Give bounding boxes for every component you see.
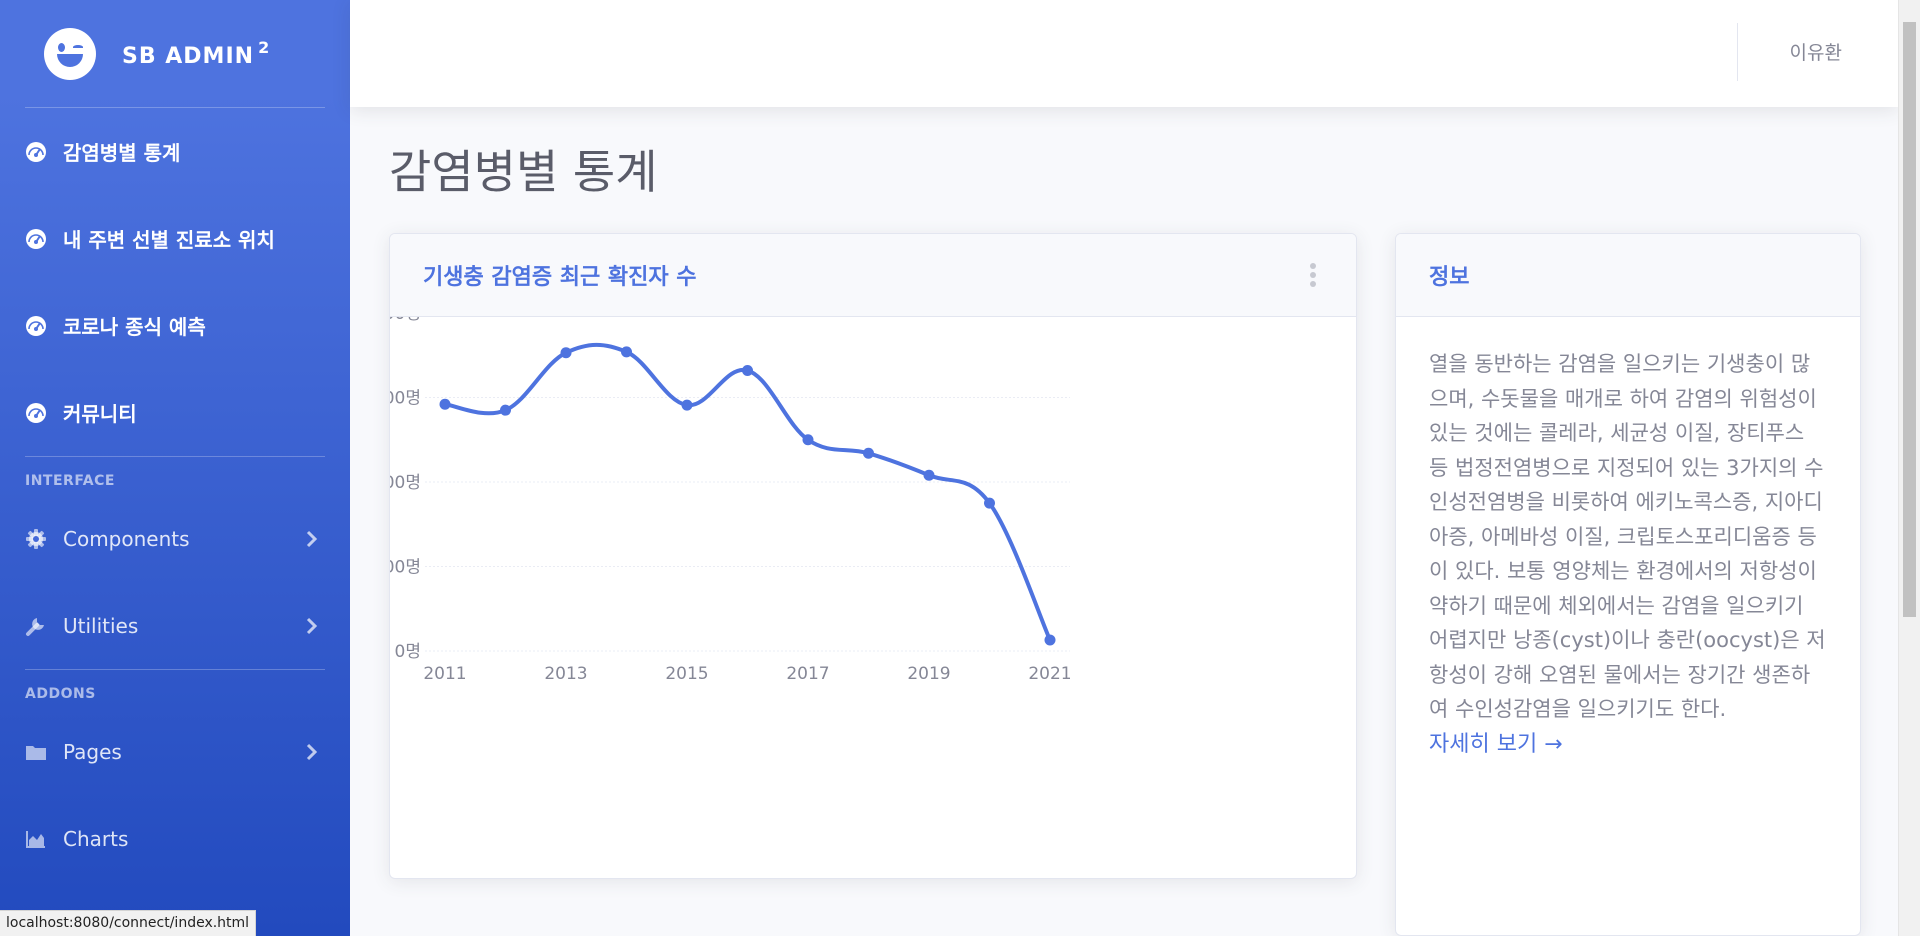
tachometer-icon bbox=[26, 228, 46, 249]
sidebar: SB ADMIN 2 감염병별 통계 내 주변 선별 진료소 위치 코로나 종식 … bbox=[0, 0, 350, 936]
sidebar-item-charts[interactable]: Charts bbox=[0, 795, 350, 882]
sidebar-item-disease-stats[interactable]: 감염병별 통계 bbox=[0, 108, 350, 195]
data-point bbox=[923, 469, 935, 481]
chart-card-title: 기생충 감염증 최근 확진자 수 bbox=[423, 265, 697, 290]
x-tick-label: 2011 bbox=[423, 664, 466, 684]
sidebar-item-label: 코로나 종식 예측 bbox=[63, 315, 206, 339]
data-point bbox=[984, 497, 995, 509]
sidebar-item-components[interactable]: Components bbox=[0, 495, 350, 582]
read-more-link[interactable]: 자세히 보기 → bbox=[1429, 731, 1563, 757]
x-tick-label: 2017 bbox=[786, 664, 829, 684]
y-tick-label: 3,000명 bbox=[390, 389, 421, 409]
sidebar-heading-addons: ADDONS bbox=[25, 686, 96, 702]
sidebar-item-label: Utilities bbox=[63, 613, 139, 638]
topbar-divider bbox=[1737, 23, 1738, 81]
data-point bbox=[1044, 634, 1056, 646]
info-card-body: 열을 동반하는 감염을 일으키는 기생충이 많으며, 수돗물을 매개로 하여 감… bbox=[1396, 317, 1860, 762]
laugh-wink-icon bbox=[44, 27, 96, 80]
sidebar-divider bbox=[25, 669, 325, 670]
y-tick-label: 0명 bbox=[395, 642, 421, 662]
sidebar-item-corona-prediction[interactable]: 코로나 종식 예측 bbox=[0, 282, 350, 369]
chevron-right-icon bbox=[306, 617, 318, 634]
info-card-title: 정보 bbox=[1429, 265, 1470, 290]
data-point bbox=[681, 399, 693, 411]
sidebar-item-utilities[interactable]: Utilities bbox=[0, 582, 350, 669]
folder-icon bbox=[26, 745, 46, 760]
data-point bbox=[500, 404, 511, 416]
sidebar-item-community[interactable]: 커뮤니티 bbox=[0, 369, 350, 456]
brand-name: SB ADMIN 2 bbox=[122, 38, 271, 69]
data-point bbox=[742, 364, 753, 376]
x-tick-label: 2019 bbox=[907, 664, 950, 684]
tachometer-icon bbox=[26, 315, 46, 336]
x-tick-label: 2013 bbox=[544, 664, 587, 684]
chart-area-icon bbox=[26, 830, 45, 848]
data-point bbox=[439, 398, 451, 410]
tachometer-icon bbox=[26, 141, 46, 162]
sidebar-item-label: Charts bbox=[63, 826, 129, 851]
info-card: 정보 열을 동반하는 감염을 일으키는 기생충이 많으며, 수돗물을 매개로 하… bbox=[1395, 233, 1861, 936]
data-point bbox=[560, 347, 572, 359]
sidebar-heading-interface: INTERFACE bbox=[25, 473, 115, 489]
browser-status-bar: localhost:8080/connect/index.html bbox=[0, 910, 257, 936]
sidebar-item-pages[interactable]: Pages bbox=[0, 708, 350, 795]
info-card-header: 정보 bbox=[1396, 234, 1860, 317]
sidebar-item-label: 커뮤니티 bbox=[63, 402, 137, 426]
tachometer-icon bbox=[26, 402, 46, 423]
line-chart: 0명 1,000명 2,000명 3,000명 4,000명 2011 2013 2015 20… bbox=[390, 304, 1072, 684]
ellipsis-vertical-icon[interactable] bbox=[1310, 263, 1316, 287]
data-point bbox=[863, 447, 874, 459]
chevron-right-icon bbox=[306, 530, 318, 547]
chevron-right-icon bbox=[306, 743, 318, 760]
brand[interactable]: SB ADMIN 2 bbox=[0, 0, 350, 107]
sidebar-item-label: 내 주변 선별 진료소 위치 bbox=[63, 228, 275, 252]
user-menu[interactable]: 이유환 bbox=[1789, 42, 1842, 64]
page-title: 감염병별 통계 bbox=[389, 145, 658, 199]
sidebar-item-label: 감염병별 통계 bbox=[63, 141, 181, 165]
y-tick-label: 1,000명 bbox=[390, 558, 421, 578]
chart-card-header: 기생충 감염증 최근 확진자 수 bbox=[390, 234, 1356, 317]
scrollbar-thumb[interactable] bbox=[1903, 22, 1916, 617]
x-tick-label: 2015 bbox=[665, 664, 708, 684]
topbar: 이유환 bbox=[350, 0, 1898, 107]
y-tick-label: 2,000명 bbox=[390, 473, 421, 493]
wrench-icon bbox=[26, 617, 44, 636]
chart-card: 기생충 감염증 최근 확진자 수 0명 1,000명 2,000명 3,000명 4,0… bbox=[389, 233, 1357, 879]
sidebar-divider bbox=[25, 107, 325, 108]
sidebar-item-label: Pages bbox=[63, 739, 122, 764]
y-tick-label: 4,000명 bbox=[390, 317, 421, 324]
sidebar-item-clinic-location[interactable]: 내 주변 선별 진료소 위치 bbox=[0, 195, 350, 282]
series-line bbox=[444, 342, 1052, 641]
cog-icon bbox=[26, 528, 46, 549]
sidebar-item-label: Components bbox=[63, 526, 190, 551]
sidebar-divider bbox=[25, 456, 325, 457]
data-point bbox=[621, 346, 632, 358]
page-scrollbar[interactable] bbox=[1898, 0, 1920, 936]
data-point bbox=[802, 434, 814, 446]
x-tick-label: 2021 bbox=[1028, 664, 1071, 684]
info-text: 열을 동반하는 감염을 일으키는 기생충이 많으며, 수돗물을 매개로 하여 감… bbox=[1429, 352, 1826, 721]
